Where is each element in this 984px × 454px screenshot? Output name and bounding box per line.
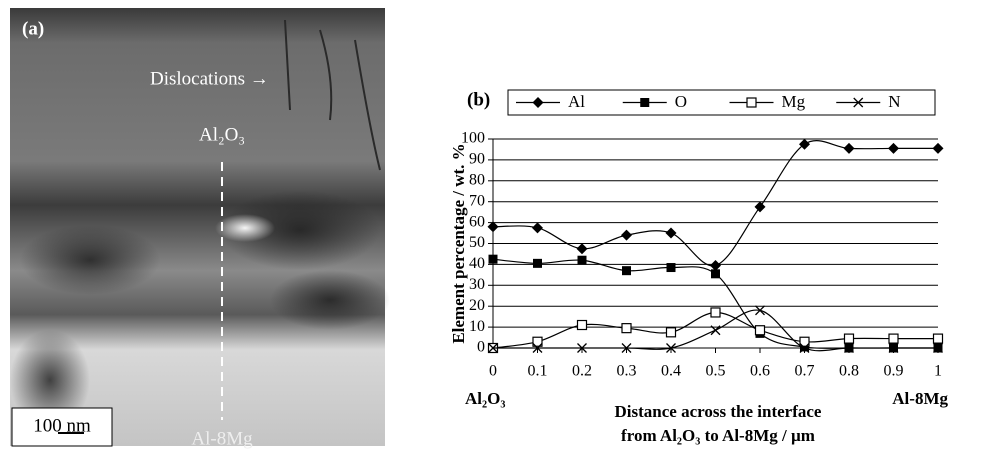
- marker: [799, 138, 810, 150]
- marker: [533, 258, 542, 268]
- y-tick-label: 100: [461, 130, 485, 147]
- marker: [665, 327, 677, 338]
- scale-bar-label: 100 nm: [33, 415, 91, 436]
- annotation: Dislocations →: [150, 68, 269, 89]
- marker: [621, 343, 632, 353]
- x-tick-label: 0: [489, 363, 497, 380]
- y-tick-label: 10: [469, 318, 485, 335]
- y-tick-label: 60: [469, 213, 485, 230]
- x-tick-label: 0.6: [750, 363, 770, 380]
- panel-label: (b): [467, 89, 490, 110]
- y-tick-label: 40: [469, 255, 485, 272]
- marker: [532, 336, 543, 347]
- y-tick-label: 50: [469, 234, 485, 251]
- marker: [755, 305, 765, 316]
- marker: [844, 343, 854, 353]
- x-tick-label: 1: [934, 363, 942, 380]
- marker: [932, 333, 944, 344]
- marker: [532, 222, 543, 234]
- legend-label: Al: [568, 92, 585, 111]
- marker: [888, 333, 899, 344]
- x-tick-label: 0.8: [839, 363, 859, 380]
- x-tick-label: 0.9: [884, 363, 904, 380]
- marker: [532, 97, 544, 108]
- y-tick-label: 90: [469, 151, 485, 168]
- x-axis-label: from Al₂O₃ to Al-8Mg / µm: [621, 426, 815, 445]
- marker: [711, 269, 720, 279]
- marker: [576, 319, 588, 331]
- x-tick-label: 0.7: [795, 363, 815, 380]
- marker: [754, 325, 766, 336]
- marker: [621, 229, 632, 241]
- marker: [853, 97, 864, 108]
- annotation: Al₂O₃: [199, 124, 245, 145]
- marker: [888, 343, 899, 353]
- marker: [665, 227, 677, 239]
- marker: [888, 142, 899, 154]
- marker: [640, 98, 650, 107]
- marker: [933, 343, 943, 353]
- y-tick-label: 20: [469, 297, 485, 314]
- y-axis-label: Element percentage / wt. %: [449, 143, 468, 343]
- marker: [577, 255, 587, 265]
- marker: [710, 259, 721, 271]
- panel-label: (a): [22, 18, 44, 39]
- marker: [800, 342, 809, 352]
- marker: [488, 254, 498, 264]
- marker: [754, 201, 766, 213]
- x-end-label: Al-8Mg: [892, 389, 948, 408]
- marker: [622, 266, 631, 276]
- marker: [843, 142, 855, 154]
- y-tick-label: 30: [469, 276, 485, 293]
- marker: [621, 323, 632, 334]
- y-tick-label: 0: [477, 339, 485, 356]
- legend-label: Mg: [782, 92, 806, 111]
- marker: [746, 97, 757, 108]
- marker: [710, 307, 721, 318]
- x-end-label: Al₂O₃: [465, 389, 505, 408]
- marker: [710, 325, 721, 336]
- marker: [843, 333, 855, 344]
- micrograph: (a) Dislocations → Al₂O₃ Al-8Mg 100 nm: [10, 8, 390, 449]
- marker: [799, 336, 810, 347]
- y-tick-label: 80: [469, 171, 485, 188]
- marker: [666, 343, 676, 353]
- annotation: Al-8Mg: [191, 428, 253, 449]
- legend-label: N: [888, 92, 900, 111]
- marker: [666, 263, 676, 273]
- x-tick-label: 0.4: [661, 363, 681, 380]
- x-tick-label: 0.1: [528, 363, 548, 380]
- x-tick-label: 0.2: [572, 363, 592, 380]
- marker: [577, 343, 587, 353]
- marker: [488, 343, 498, 353]
- x-axis-label: Distance across the interface: [615, 402, 822, 421]
- marker: [932, 142, 944, 154]
- marker: [799, 343, 810, 353]
- marker: [576, 243, 588, 255]
- legend-label: O: [675, 92, 687, 111]
- x-tick-label: 0.5: [706, 363, 726, 380]
- marker: [532, 343, 543, 353]
- x-tick-label: 0.3: [617, 363, 637, 380]
- y-tick-label: 70: [469, 192, 485, 209]
- marker: [487, 221, 499, 233]
